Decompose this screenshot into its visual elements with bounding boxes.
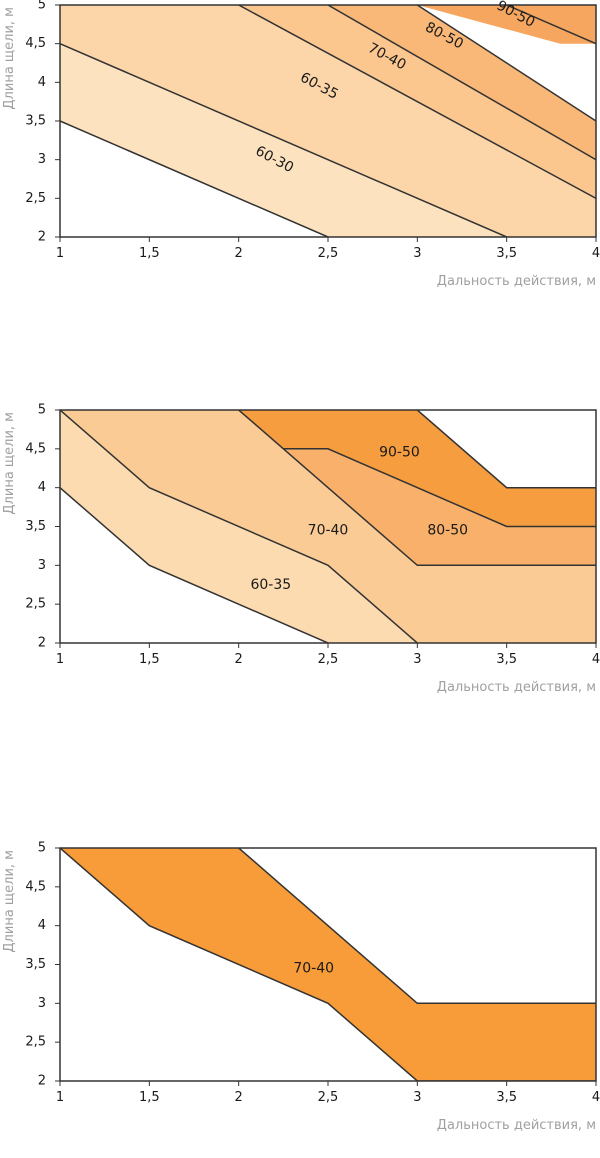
x-tick-label: 3,5	[496, 246, 517, 261]
boundary-line-1	[60, 120, 329, 237]
region-label-70-40: 70-40	[308, 522, 349, 538]
boundary-line-3	[238, 5, 596, 199]
y-tick-label: 5	[38, 841, 46, 856]
region-label-90-50: 90-50	[379, 445, 420, 461]
x-tick-label: 1,5	[139, 246, 160, 261]
boundary-line-5	[416, 5, 596, 122]
x-tick-label: 2,5	[318, 1090, 339, 1105]
y-tick-label: 3	[38, 996, 46, 1011]
plot-area	[60, 410, 596, 643]
y-axis-label: Длина щели, м	[2, 7, 17, 110]
y-tick-label: 2,5	[25, 1035, 46, 1050]
x-tick-label: 2	[235, 246, 243, 261]
region-label-60-35: 60-35	[250, 577, 291, 593]
y-axis-label: Длина щели, м	[2, 412, 17, 515]
y-axis-label: Длина щели, м	[2, 850, 17, 953]
region-70-40	[60, 410, 596, 643]
boundary-line-5	[416, 410, 596, 489]
x-tick-label: 4	[592, 652, 600, 667]
y-tick-label: 4	[38, 918, 46, 933]
y-tick-label: 2,5	[25, 597, 46, 612]
region-label-80-50: 80-50	[427, 522, 468, 538]
region-80-50	[283, 448, 596, 566]
region-label-70-40: 70-40	[293, 960, 334, 976]
x-tick-label: 4	[592, 246, 600, 261]
plot-area	[60, 848, 596, 1081]
y-tick-label: 3	[38, 152, 46, 167]
region-70-40	[60, 848, 596, 1081]
y-tick-label: 2	[38, 1074, 46, 1089]
x-axis-label: Дальность действия, м	[437, 274, 596, 289]
x-tick-label: 2	[235, 1090, 243, 1105]
y-tick-label: 4	[38, 480, 46, 495]
boundary-line-1	[60, 487, 329, 643]
boundary-line-2	[60, 410, 418, 643]
y-tick-label: 4,5	[25, 879, 46, 894]
boundary-line-6	[506, 5, 596, 45]
x-tick-label: 1	[56, 1090, 64, 1105]
x-tick-label: 1,5	[139, 1090, 160, 1105]
y-tick-label: 2,5	[25, 191, 46, 206]
x-tick-label: 3	[413, 246, 421, 261]
y-tick-label: 5	[38, 0, 46, 13]
x-tick-label: 3,5	[496, 652, 517, 667]
x-tick-label: 1,5	[139, 652, 160, 667]
x-tick-label: 3	[413, 1090, 421, 1105]
x-tick-label: 2,5	[318, 246, 339, 261]
y-tick-label: 2	[38, 636, 46, 651]
x-axis-label: Дальность действия, м	[437, 1118, 596, 1133]
y-tick-label: 5	[38, 403, 46, 418]
plot-area	[60, 5, 596, 237]
y-tick-label: 4	[38, 75, 46, 90]
y-tick-label: 4,5	[25, 441, 46, 456]
boundary-line-4	[283, 448, 596, 528]
region-90-50	[238, 410, 596, 527]
y-tick-label: 4,5	[25, 36, 46, 51]
chart-bottom: 70-40 1 1,5 2 2,5 3 3,5 4 2 2,5 3 3,5 4 4,5 5 Дальность…	[2, 841, 600, 1134]
y-tick-label: 3,5	[25, 114, 46, 129]
chart-middle: 60-35 70-40 80-50 90-50 1 1,5 2 2,5 3 3,5 4 2 2,5 3 3,…	[2, 403, 600, 696]
boundary-line-4	[327, 5, 596, 161]
x-tick-label: 2,5	[318, 652, 339, 667]
x-tick-label: 3,5	[496, 1090, 517, 1105]
x-tick-label: 1	[56, 652, 64, 667]
x-tick-label: 1	[56, 246, 64, 261]
region-60-35	[60, 5, 596, 237]
boundary-line-1	[60, 848, 596, 1081]
boundary-line-3	[238, 410, 596, 567]
y-tick-label: 2	[38, 230, 46, 245]
x-tick-label: 4	[592, 1090, 600, 1105]
x-tick-label: 3	[413, 652, 421, 667]
y-tick-label: 3	[38, 558, 46, 573]
x-axis-label: Дальность действия, м	[437, 680, 596, 695]
y-tick-label: 3,5	[25, 957, 46, 972]
y-tick-label: 3,5	[25, 519, 46, 534]
boundary-line-2	[60, 43, 507, 237]
x-tick-label: 2	[235, 652, 243, 667]
region-90-50	[417, 5, 596, 44]
boundary-line-2	[238, 848, 596, 1005]
